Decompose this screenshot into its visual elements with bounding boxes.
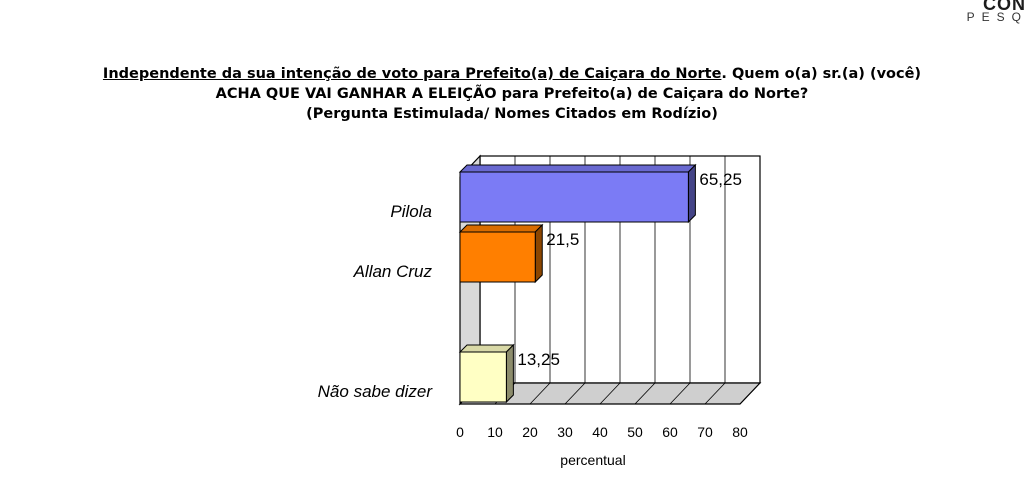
x-tick-label: 50 — [627, 424, 643, 440]
x-tick-label: 60 — [662, 424, 678, 440]
bar-end-face — [535, 225, 542, 282]
category-label: Não sabe dizer — [318, 382, 434, 401]
category-label: Allan Cruz — [353, 262, 433, 281]
bar-top-face — [460, 345, 513, 352]
bar-front-face — [460, 352, 506, 402]
x-tick-label: 20 — [522, 424, 538, 440]
value-label: 65,25 — [699, 170, 742, 189]
value-label: 13,25 — [517, 350, 560, 369]
x-tick-label: 80 — [732, 424, 748, 440]
bar-top-face — [460, 225, 542, 232]
chart-x-ticks: 0 10 20 30 40 50 60 70 80 — [456, 424, 748, 440]
bar-top-face — [460, 165, 695, 172]
bar-2 — [460, 345, 513, 402]
bar-end-face — [506, 345, 513, 402]
bar-front-face — [460, 172, 688, 222]
x-tick-label: 30 — [557, 424, 573, 440]
x-tick-label: 0 — [456, 424, 464, 440]
x-tick-label: 70 — [697, 424, 713, 440]
x-tick-label: 10 — [487, 424, 503, 440]
category-label: Pilola — [390, 202, 432, 221]
bar-1 — [460, 225, 542, 282]
bar-end-face — [688, 165, 695, 222]
bar-front-face — [460, 232, 535, 282]
x-axis-label: percentual — [560, 452, 625, 468]
x-tick-label: 40 — [592, 424, 608, 440]
value-label: 21,5 — [546, 230, 579, 249]
bar-0 — [460, 165, 695, 222]
